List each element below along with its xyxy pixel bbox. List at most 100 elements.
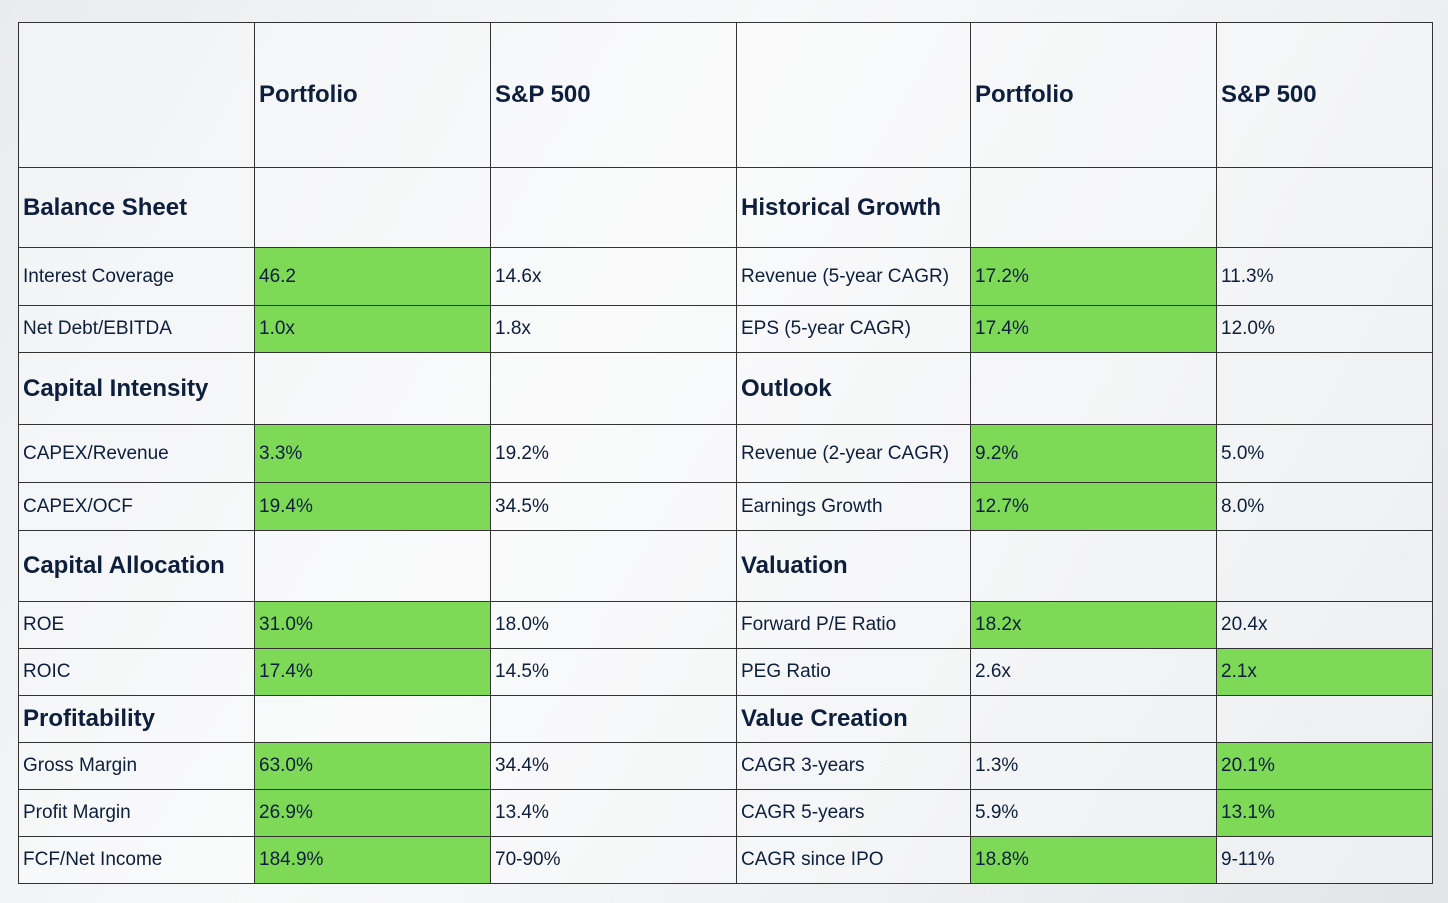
metric-value: 9.2% (970, 424, 1217, 483)
metric-value: 12.7% (970, 482, 1217, 531)
empty-cell (254, 352, 491, 425)
metric-value: 17.4% (970, 305, 1217, 353)
metric-value: 13.1% (1216, 789, 1433, 837)
metric-label: Revenue (5-year CAGR) (736, 247, 971, 306)
metric-label: ROIC (18, 648, 255, 696)
metric-label: Forward P/E Ratio (736, 601, 971, 649)
metric-value: 11.3% (1216, 247, 1433, 306)
empty-cell (736, 22, 971, 168)
metric-value: 5.0% (1216, 424, 1433, 483)
empty-cell (490, 167, 737, 248)
metric-value: 20.4x (1216, 601, 1433, 649)
comparison-table: Portfolio S&P 500 Portfolio S&P 500 Balance … (18, 22, 1433, 884)
metric-label: PEG Ratio (736, 648, 971, 696)
metric-value: 5.9% (970, 789, 1217, 837)
group-title: Valuation (736, 530, 971, 602)
group-title: Value Creation (736, 695, 971, 743)
metric-value: 1.8x (490, 305, 737, 353)
empty-cell (254, 695, 491, 743)
empty-cell (490, 530, 737, 602)
empty-cell (970, 695, 1217, 743)
metric-label: Interest Coverage (18, 247, 255, 306)
metric-value: 1.0x (254, 305, 491, 353)
metric-value: 31.0% (254, 601, 491, 649)
metric-label: FCF/Net Income (18, 836, 255, 884)
metric-value: 18.2x (970, 601, 1217, 649)
empty-cell (1216, 167, 1433, 248)
group-title: Historical Growth (736, 167, 971, 248)
column-header: Portfolio (970, 22, 1217, 168)
metric-label: Revenue (2-year CAGR) (736, 424, 971, 483)
group-title: Outlook (736, 352, 971, 425)
table-row: CAPEX/OCF 19.4% 34.5% Earnings Growth 12.7% 8… (18, 482, 1433, 531)
metric-value: 184.9% (254, 836, 491, 884)
empty-cell (254, 167, 491, 248)
metric-value: 14.5% (490, 648, 737, 696)
metric-label: Earnings Growth (736, 482, 971, 531)
table-row: Interest Coverage 46.2 14.6x Revenue (5-yea… (18, 247, 1433, 306)
empty-cell (1216, 530, 1433, 602)
metric-label: CAPEX/Revenue (18, 424, 255, 483)
column-header: S&P 500 (1216, 22, 1433, 168)
table-row: Profitability Value Creation (18, 695, 1433, 743)
metric-value: 18.8% (970, 836, 1217, 884)
group-title: Profitability (18, 695, 255, 743)
metric-label: Profit Margin (18, 789, 255, 837)
metric-value: 12.0% (1216, 305, 1433, 353)
metric-value: 20.1% (1216, 742, 1433, 790)
group-title: Balance Sheet (18, 167, 255, 248)
metric-value: 19.2% (490, 424, 737, 483)
column-header: S&P 500 (490, 22, 737, 168)
table-row: Profit Margin 26.9% 13.4% CAGR 5-years 5.9% 1… (18, 789, 1433, 837)
group-title: Capital Allocation (18, 530, 255, 602)
table-row: Gross Margin 63.0% 34.4% CAGR 3-years 1.3% 20… (18, 742, 1433, 790)
empty-cell (1216, 695, 1433, 743)
metric-value: 17.2% (970, 247, 1217, 306)
metric-value: 2.6x (970, 648, 1217, 696)
metric-value: 34.5% (490, 482, 737, 531)
empty-cell (970, 352, 1217, 425)
metric-label: ROE (18, 601, 255, 649)
metric-label: EPS (5-year CAGR) (736, 305, 971, 353)
table-row: Capital Intensity Outlook (18, 352, 1433, 425)
metric-label: Net Debt/EBITDA (18, 305, 255, 353)
empty-cell (970, 167, 1217, 248)
metric-value: 17.4% (254, 648, 491, 696)
metric-value: 34.4% (490, 742, 737, 790)
table-row: Capital Allocation Valuation (18, 530, 1433, 602)
column-header: Portfolio (254, 22, 491, 168)
metric-value: 70-90% (490, 836, 737, 884)
table-row: FCF/Net Income 184.9% 70-90% CAGR since IPO… (18, 836, 1433, 884)
metric-label: CAGR 3-years (736, 742, 971, 790)
metric-value: 14.6x (490, 247, 737, 306)
metric-value: 8.0% (1216, 482, 1433, 531)
empty-cell (18, 22, 255, 168)
table-row: Net Debt/EBITDA 1.0x 1.8x EPS (5-year CAGR)… (18, 305, 1433, 353)
metric-value: 26.9% (254, 789, 491, 837)
empty-cell (490, 352, 737, 425)
table-row: ROE 31.0% 18.0% Forward P/E Ratio 18.2x 20.4x (18, 601, 1433, 649)
metric-value: 13.4% (490, 789, 737, 837)
empty-cell (970, 530, 1217, 602)
empty-cell (1216, 352, 1433, 425)
metric-value: 46.2 (254, 247, 491, 306)
metric-label: CAGR 5-years (736, 789, 971, 837)
table-row: Portfolio S&P 500 Portfolio S&P 500 (18, 22, 1433, 168)
metric-value: 9-11% (1216, 836, 1433, 884)
table-row: Balance Sheet Historical Growth (18, 167, 1433, 248)
metric-value: 63.0% (254, 742, 491, 790)
empty-cell (490, 695, 737, 743)
table-row: CAPEX/Revenue 3.3% 19.2% Revenue (2-year CA… (18, 424, 1433, 483)
metric-value: 1.3% (970, 742, 1217, 790)
group-title: Capital Intensity (18, 352, 255, 425)
metric-value: 2.1x (1216, 648, 1433, 696)
metric-label: CAGR since IPO (736, 836, 971, 884)
metric-value: 18.0% (490, 601, 737, 649)
metric-value: 19.4% (254, 482, 491, 531)
metric-label: Gross Margin (18, 742, 255, 790)
metric-label: CAPEX/OCF (18, 482, 255, 531)
empty-cell (254, 530, 491, 602)
table-row: ROIC 17.4% 14.5% PEG Ratio 2.6x 2.1x (18, 648, 1433, 696)
metric-value: 3.3% (254, 424, 491, 483)
